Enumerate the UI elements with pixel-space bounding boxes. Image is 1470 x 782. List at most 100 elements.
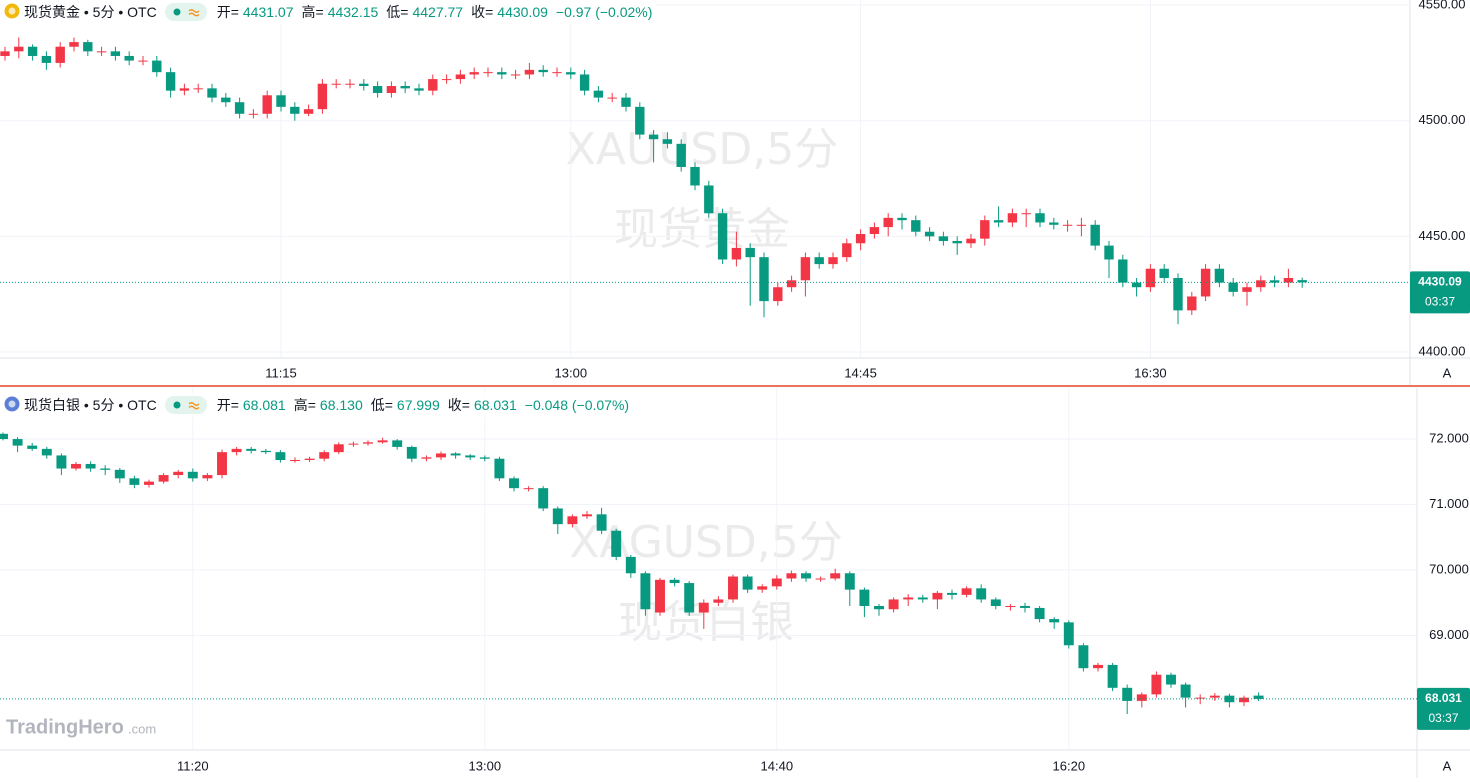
scale-button[interactable]: A [1443, 365, 1452, 380]
candle-body [187, 471, 198, 479]
candle-body [304, 458, 315, 461]
price-change: −0.048 (−0.07%) [524, 397, 630, 413]
x-tick-label: 11:20 [177, 758, 209, 773]
y-tick-label: 71.000 [1429, 496, 1469, 511]
ohlc-value: 4432.15 [327, 4, 379, 20]
candle-body [1049, 619, 1060, 623]
candle-body [1195, 697, 1206, 699]
candle-body [786, 573, 797, 579]
candle-body [319, 452, 330, 459]
candle-body [874, 605, 884, 610]
candle-body [1242, 287, 1252, 292]
candle-body [465, 455, 476, 458]
y-tick-label: 70.000 [1429, 561, 1469, 576]
ohlc-label: 收= [447, 397, 470, 413]
y-tick-label: 4400.00 [1419, 343, 1466, 358]
candle-body [377, 440, 388, 443]
candle-body [421, 457, 432, 459]
candle-body [635, 106, 645, 135]
candle-body [897, 217, 907, 221]
candle-body [1209, 695, 1220, 698]
candle-body [713, 599, 724, 603]
price-label: 68.031 [1425, 691, 1462, 705]
candle-body [414, 88, 424, 91]
candle-body [1021, 213, 1031, 215]
candle-body [392, 440, 403, 447]
candle-body [129, 478, 140, 485]
candle-body [1256, 280, 1266, 288]
candle-body [662, 139, 673, 144]
candle-body [55, 46, 65, 63]
candle-body [993, 220, 1004, 223]
candle-body [1104, 245, 1114, 260]
scale-button[interactable]: A [1443, 758, 1452, 773]
x-tick-label: 14:45 [844, 365, 877, 380]
candle-body [773, 287, 783, 302]
candle-body [566, 72, 576, 75]
candle-body [596, 514, 607, 531]
candle-body [138, 60, 148, 62]
candle-body [56, 455, 67, 469]
candle-body [582, 514, 592, 517]
candle-body [731, 247, 742, 260]
logo: TradingHero [6, 716, 124, 738]
candle-body [363, 442, 373, 444]
candle-body [483, 72, 493, 74]
candle-body [786, 280, 797, 288]
candle-body [469, 72, 479, 75]
candle-body [173, 471, 184, 476]
candle-body [1062, 224, 1073, 226]
candle-body [1151, 674, 1162, 695]
logo-suffix: .com [128, 721, 156, 736]
candle-body [1005, 605, 1016, 607]
candle-body [317, 83, 328, 110]
candle-body [100, 468, 111, 470]
candle-body [331, 83, 341, 85]
candle-body [757, 586, 768, 590]
ohlc-label: 低= [370, 397, 393, 413]
candle-body [290, 460, 300, 462]
candle-body [207, 88, 217, 98]
candle-body [800, 257, 811, 281]
ohlc-value: 4427.77 [412, 4, 464, 20]
candle-body [231, 448, 242, 453]
candle-body [1166, 674, 1176, 685]
y-tick-label: 4500.00 [1419, 112, 1466, 127]
candle-body [593, 90, 604, 98]
y-tick-label: 69.000 [1429, 627, 1469, 642]
candle-body [1239, 697, 1249, 703]
candle-body [193, 88, 203, 90]
x-tick-label: 13:00 [469, 758, 502, 773]
candle-body [479, 457, 490, 459]
candle-body [1269, 280, 1280, 283]
candle-body [883, 217, 893, 228]
candle-body [1228, 282, 1238, 292]
candle-body [345, 83, 355, 85]
symbol-title: 现货白银 • 5分 • OTC [24, 397, 157, 413]
candle-body [728, 576, 738, 600]
candle-body [869, 227, 880, 235]
candle-body [1180, 684, 1191, 698]
candle-body [855, 234, 866, 244]
watermark: XAUUSD,5分 [566, 124, 838, 175]
candle-body [1122, 687, 1133, 701]
candle-body [552, 508, 563, 525]
candle-body [275, 452, 286, 461]
ohlc-value: 68.081 [242, 397, 286, 413]
candle-body [1007, 213, 1018, 223]
candle-body [690, 166, 700, 186]
candle-body [83, 42, 93, 52]
candle-body [717, 213, 728, 260]
ohlc-label: 高= [293, 397, 316, 413]
x-tick-label: 14:40 [761, 758, 794, 773]
y-tick-label: 4450.00 [1419, 228, 1466, 243]
candle-body [69, 42, 79, 47]
candle-body [450, 453, 461, 456]
candle-body [510, 74, 521, 76]
candle-body [509, 478, 519, 489]
y-tick-label: 4550.00 [1419, 0, 1466, 12]
ohlc-value: 67.999 [396, 397, 440, 413]
ohlc-value: 68.031 [473, 397, 517, 413]
candle-body [1090, 224, 1100, 246]
candle-body [1063, 622, 1074, 646]
